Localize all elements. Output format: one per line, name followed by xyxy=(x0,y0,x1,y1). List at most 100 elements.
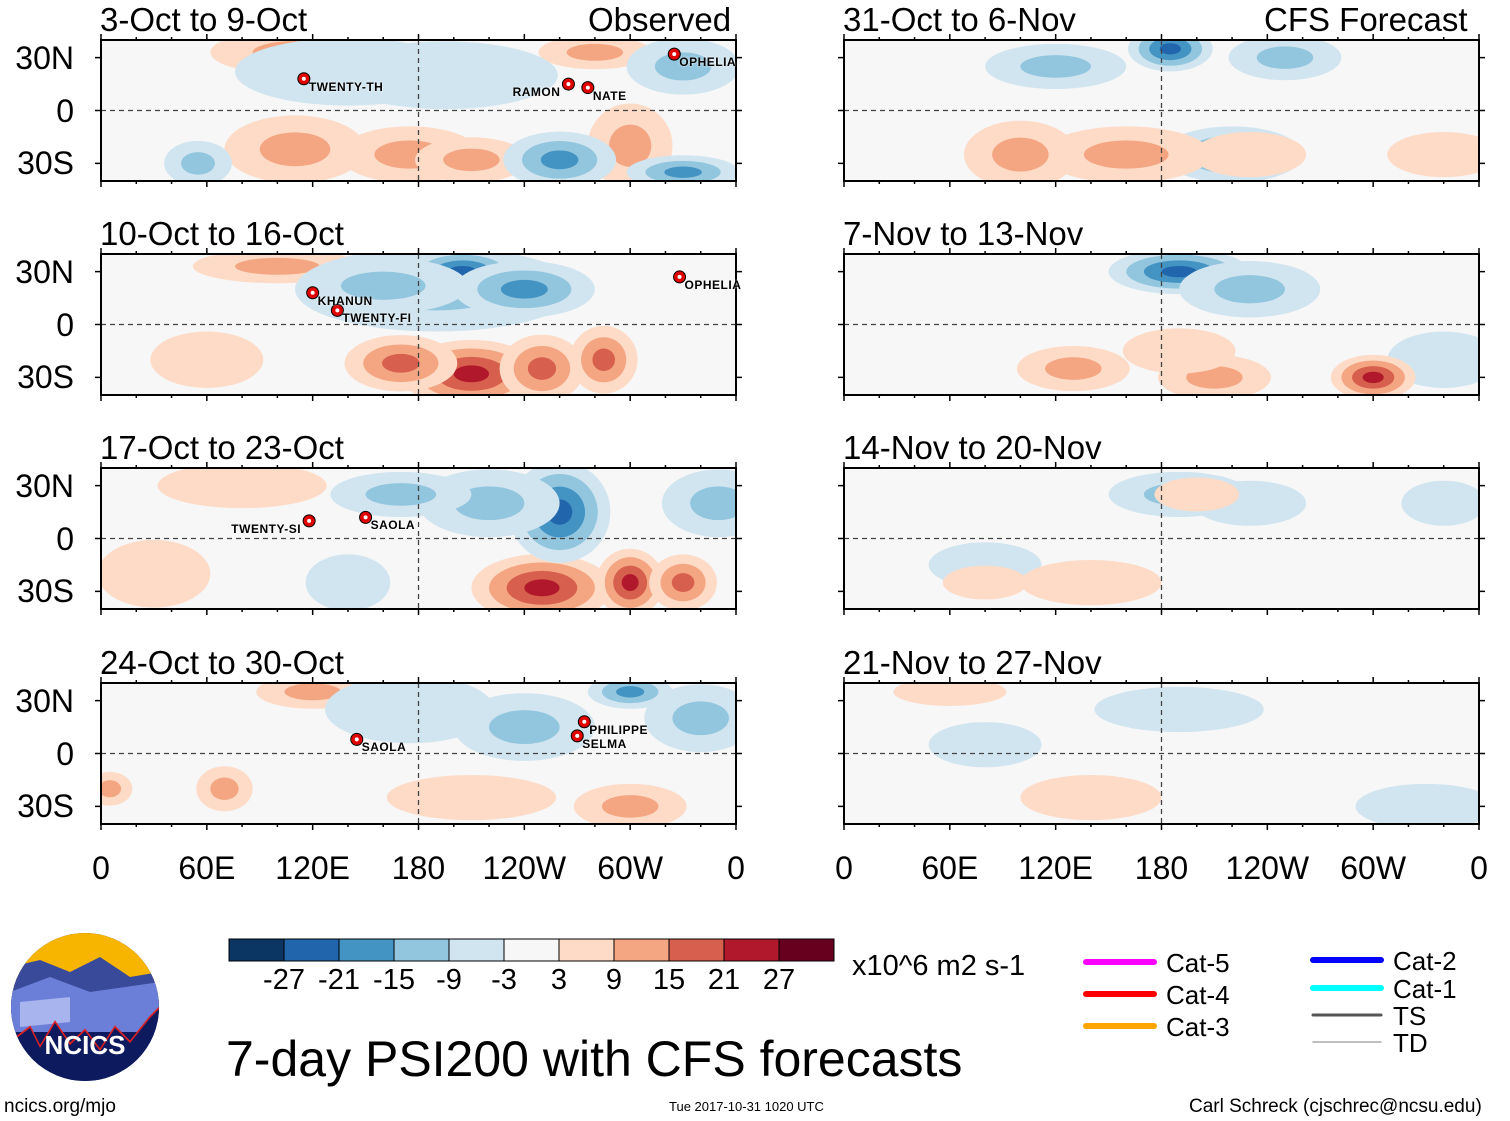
map-panel xyxy=(95,248,742,401)
anomaly-contour xyxy=(453,365,490,383)
track-legend-label: Cat-1 xyxy=(1393,974,1457,1004)
panel-title: 24-Oct to 30-Oct xyxy=(100,644,344,681)
colorbar-label: 3 xyxy=(550,964,568,996)
footer-timestamp: Tue 2017-10-31 1020 UTC xyxy=(669,1099,824,1114)
anomaly-contour xyxy=(489,710,560,744)
colorbar-swatch xyxy=(338,938,395,962)
panel-title: 14-Nov to 20-Nov xyxy=(843,429,1102,466)
x-tick-label: 120E xyxy=(275,850,351,886)
x-tick-label: 120E xyxy=(1018,850,1094,886)
storm-label: PHILIPPE xyxy=(589,722,648,737)
map-panel xyxy=(95,34,742,187)
anomaly-contour xyxy=(690,486,736,521)
anomaly-contour xyxy=(150,331,264,388)
storm-label: OPHELIA xyxy=(679,55,737,70)
colorbar-label: -15 xyxy=(373,964,415,996)
map-panel xyxy=(838,248,1485,401)
colorbar-label: 9 xyxy=(605,964,623,996)
anomaly-contour xyxy=(1045,357,1102,380)
track-legend-label: Cat-3 xyxy=(1166,1012,1230,1042)
anomaly-contour xyxy=(1020,560,1162,606)
y-tick-label: 30S xyxy=(17,359,74,396)
colorbar-label: -27 xyxy=(263,964,305,996)
x-tick-label: 0 xyxy=(92,850,110,886)
y-tick-label: 30N xyxy=(15,682,74,719)
anomaly-contour xyxy=(1214,275,1285,304)
y-tick-label: 0 xyxy=(56,735,74,772)
anomaly-contour xyxy=(942,565,1028,600)
anomaly-contour xyxy=(1355,783,1479,824)
anomaly-contour xyxy=(101,780,122,798)
anomaly-contour xyxy=(928,722,1042,768)
anomaly-contour xyxy=(1154,477,1240,512)
anomaly-contour xyxy=(1256,46,1314,69)
anomaly-contour xyxy=(235,257,320,275)
colorbar-swatch xyxy=(228,938,285,962)
forecast-label: CFS Forecast xyxy=(1264,1,1468,38)
anomaly-contour xyxy=(181,152,215,175)
colorbar-swatch xyxy=(448,938,505,962)
colorbar-swatch xyxy=(283,938,340,962)
storm-label: OPHELIA xyxy=(684,277,742,292)
anomaly-contour xyxy=(340,271,426,300)
anomaly-contour xyxy=(1020,55,1091,78)
track-legend-label: Cat-2 xyxy=(1393,946,1457,976)
anomaly-contour xyxy=(1401,480,1479,526)
anomaly-contour xyxy=(101,539,211,608)
track-legend-label: TD xyxy=(1393,1028,1428,1058)
anomaly-contour xyxy=(1161,265,1197,278)
map-panel xyxy=(95,462,742,615)
panel-title: 17-Oct to 23-Oct xyxy=(100,429,344,466)
anomaly-contour xyxy=(566,43,624,61)
anomaly-contour xyxy=(527,357,557,380)
x-tick-label: 120W xyxy=(1225,850,1310,886)
storm-label: RAMON xyxy=(512,85,561,100)
anomaly-contour xyxy=(325,683,495,744)
storm-label: NATE xyxy=(592,88,627,103)
storm-label: TWENTY-FI xyxy=(342,311,412,326)
track-legend-label: TS xyxy=(1393,1001,1427,1031)
x-tick-label: 180 xyxy=(1134,850,1189,886)
anomaly-contour xyxy=(443,148,500,172)
colorbar-label: -9 xyxy=(436,964,462,996)
anomaly-contour xyxy=(500,279,548,299)
x-tick-label: 60E xyxy=(178,850,236,886)
anomaly-contour xyxy=(672,701,729,736)
map-panel xyxy=(838,677,1485,830)
y-tick-label: 30N xyxy=(15,253,74,290)
anomaly-contour xyxy=(157,468,327,509)
track-legend-label: Cat-4 xyxy=(1166,980,1230,1010)
storm-label: SELMA xyxy=(582,736,627,751)
colorbar-swatch xyxy=(723,938,780,962)
anomaly-contour xyxy=(524,579,560,597)
units-label: x10^6 m2 s-1 xyxy=(852,950,1026,982)
panel-title: 10-Oct to 16-Oct xyxy=(100,215,344,252)
panel-title: 31-Oct to 6-Nov xyxy=(843,1,1076,38)
anomaly-contour xyxy=(210,777,239,801)
x-tick-label: 120W xyxy=(482,850,567,886)
x-tick-label: 0 xyxy=(835,850,853,886)
map-panel xyxy=(95,677,742,830)
anomaly-contour xyxy=(540,150,579,170)
anomaly-contour xyxy=(1083,140,1169,169)
panel-title: 7-Nov to 13-Nov xyxy=(843,215,1084,252)
x-tick-label: 0 xyxy=(1470,850,1488,886)
colorbar-swatch xyxy=(613,938,670,962)
colorbar-swatch xyxy=(668,938,725,962)
figure-title: 7-day PSI200 with CFS forecasts xyxy=(226,1031,963,1087)
observed-label: Observed xyxy=(588,1,732,38)
anomaly-contour xyxy=(382,353,420,373)
anomaly-contour xyxy=(1387,132,1479,178)
panel-title: 21-Nov to 27-Nov xyxy=(843,644,1102,681)
anomaly-contour xyxy=(592,348,615,372)
footer-url[interactable]: ncics.org/mjo xyxy=(4,1096,116,1117)
anomaly-contour xyxy=(1193,132,1307,178)
y-tick-label: 30S xyxy=(17,145,74,182)
anomaly-contour xyxy=(893,683,1007,706)
anomaly-contour xyxy=(654,52,712,81)
colorbar-label: 27 xyxy=(762,964,796,996)
y-tick-label: 30N xyxy=(15,467,74,504)
anomaly-contour xyxy=(621,574,639,592)
map-panel xyxy=(838,34,1485,187)
